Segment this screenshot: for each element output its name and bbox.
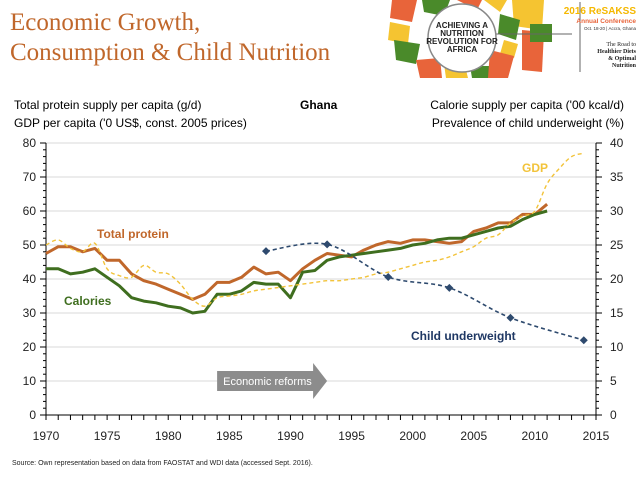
left-axis-label-1: Total protein supply per capita (g/d) bbox=[14, 98, 202, 112]
y2-tick-label: 10 bbox=[610, 340, 624, 354]
right-axis-header: Calorie supply per capita ('00 kcal/d) P… bbox=[430, 96, 624, 132]
x-tick-label: 2015 bbox=[583, 429, 610, 443]
conference-banner: ACHIEVING A NUTRITION REVOLUTION FOR AFR… bbox=[372, 0, 637, 78]
data-point-marker bbox=[506, 313, 515, 322]
x-tick-label: 1995 bbox=[338, 429, 365, 443]
logo-text-1: ACHIEVING A bbox=[436, 21, 488, 30]
logo-text-3: REVOLUTION FOR bbox=[426, 37, 498, 46]
source-note: Source: Own representation based on data… bbox=[12, 460, 313, 467]
country-label: Ghana bbox=[300, 98, 338, 112]
x-tick-label: 1975 bbox=[94, 429, 121, 443]
banner-block bbox=[500, 40, 518, 58]
y2-tick-label: 15 bbox=[610, 306, 624, 320]
tagline-2: Healthier Diets bbox=[597, 49, 636, 55]
axes: 0 10 20 30 40 50 60 70 80 0 5 10 15 20 25 30 35 40 1970 197… bbox=[23, 136, 624, 443]
economic-reforms-label: Economic reforms bbox=[223, 376, 312, 388]
banner-block bbox=[394, 40, 420, 64]
y2-tick-label: 35 bbox=[610, 170, 624, 184]
series-label-child-underweight: Child underweight bbox=[411, 329, 516, 343]
y-tick-label: 40 bbox=[23, 272, 37, 286]
tagline-3: & Optimal bbox=[608, 56, 636, 62]
y2-tick-label: 40 bbox=[610, 136, 624, 150]
y-tick-label: 80 bbox=[23, 136, 37, 150]
left-axis-header: Total protein supply per capita (g/d) GD… bbox=[14, 96, 247, 132]
logo-text-2: NUTRITION bbox=[440, 29, 484, 38]
conference-date: Oct. 18-20 | Accra, Ghana bbox=[584, 26, 636, 31]
economic-reforms-arrow bbox=[217, 363, 328, 399]
tagline-1: The Road to bbox=[606, 42, 636, 48]
x-tick-label: 1990 bbox=[277, 429, 304, 443]
series-label-gdp: GDP bbox=[522, 161, 548, 175]
data-point-marker bbox=[323, 240, 332, 249]
conference-year: 2016 ReSAKSS bbox=[564, 6, 637, 17]
series-label-total-protein: Total protein bbox=[97, 227, 169, 241]
banner-graphic: ACHIEVING A NUTRITION REVOLUTION FOR AFR… bbox=[372, 0, 581, 78]
banner-block bbox=[488, 50, 514, 78]
title-line-1: Economic Growth, bbox=[10, 9, 201, 36]
data-point-marker bbox=[579, 336, 588, 345]
banner-block bbox=[484, 0, 507, 12]
banner-block bbox=[388, 22, 410, 44]
banner-block bbox=[512, 0, 544, 30]
right-axis-label-1: Calorie supply per capita ('00 kcal/d) bbox=[430, 98, 624, 112]
y-tick-label: 70 bbox=[23, 170, 37, 184]
gridlines bbox=[46, 142, 596, 382]
y2-tick-label: 20 bbox=[610, 272, 624, 286]
page-title: Economic Growth, Consumption & Child Nut… bbox=[10, 8, 330, 68]
y2-tick-label: 5 bbox=[610, 374, 617, 388]
left-axis-label-2: GDP per capita ('0 US$, const. 2005 pric… bbox=[14, 116, 247, 130]
y-tick-label: 60 bbox=[23, 204, 37, 218]
x-tick-label: 2005 bbox=[460, 429, 487, 443]
series-line-child-underweight bbox=[265, 242, 585, 341]
series-lines bbox=[45, 152, 588, 345]
banner-block bbox=[390, 0, 417, 22]
tagline-4: Nutrition bbox=[612, 63, 637, 69]
x-tick-label: 2000 bbox=[399, 429, 426, 443]
series-labels: Total protein Calories GDP Child underweigh… bbox=[64, 161, 548, 343]
y2-tick-label: 0 bbox=[610, 408, 617, 422]
x-tick-label: 1970 bbox=[33, 429, 60, 443]
y-tick-label: 10 bbox=[23, 374, 37, 388]
right-axis-label-2: Prevalence of child underweight (%) bbox=[431, 116, 624, 130]
series-line-gdp bbox=[45, 152, 584, 307]
data-point-marker bbox=[384, 272, 393, 281]
conference-name: Annual Conference bbox=[576, 18, 636, 25]
x-tick-label: 2010 bbox=[522, 429, 549, 443]
banner-block bbox=[530, 24, 552, 42]
logo-circle bbox=[427, 3, 497, 73]
title-line-2: Consumption & Child Nutrition bbox=[10, 39, 331, 66]
series-line-total-protein bbox=[45, 203, 549, 301]
y2-tick-label: 30 bbox=[610, 204, 624, 218]
y-tick-label: 30 bbox=[23, 306, 37, 320]
series-label-calories: Calories bbox=[64, 294, 112, 308]
data-point-marker bbox=[262, 247, 270, 256]
x-tick-label: 1985 bbox=[216, 429, 243, 443]
y-tick-label: 0 bbox=[29, 408, 36, 422]
y-tick-label: 50 bbox=[23, 238, 37, 252]
logo-text-4: AFRICA bbox=[447, 45, 477, 54]
economic-reforms-annotation: Economic reforms bbox=[217, 363, 328, 399]
data-point-marker bbox=[445, 283, 454, 292]
y-tick-label: 20 bbox=[23, 340, 37, 354]
y2-tick-label: 25 bbox=[610, 238, 624, 252]
x-tick-label: 1980 bbox=[155, 429, 182, 443]
banner-block bbox=[416, 58, 442, 78]
